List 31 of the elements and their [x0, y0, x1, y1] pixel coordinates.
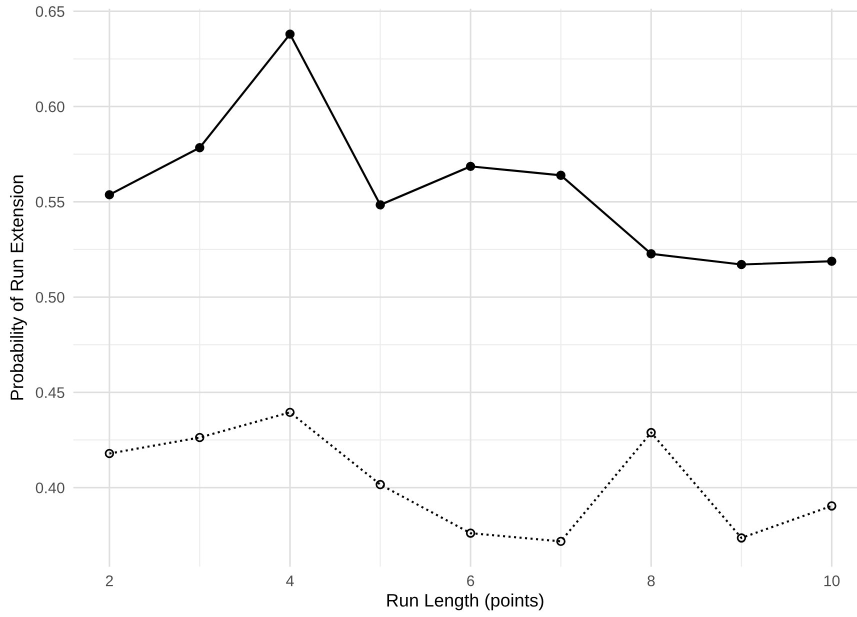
x-tick-label: 2	[106, 575, 113, 586]
point	[376, 200, 385, 210]
point	[285, 408, 295, 418]
y-axis-title: Probability of Run Extension	[10, 176, 27, 400]
point	[104, 190, 114, 200]
point	[827, 256, 836, 266]
point	[466, 528, 476, 538]
point	[466, 162, 476, 172]
point	[104, 448, 114, 458]
x-tick-label: 8	[648, 575, 655, 586]
point	[195, 143, 204, 152]
x-tick-label: 6	[467, 575, 474, 586]
point	[376, 480, 385, 490]
point	[736, 260, 746, 270]
point	[195, 432, 204, 442]
y-tick-label: 0.50	[36, 292, 64, 303]
x-tick-label: 4	[286, 576, 294, 586]
y-tick-label: 0.45	[36, 387, 64, 398]
y-tick-label: 0.60	[36, 101, 64, 112]
point	[827, 501, 836, 511]
point	[736, 533, 746, 543]
y-tick-label: 0.40	[36, 482, 64, 494]
point	[646, 249, 656, 258]
point	[556, 170, 566, 180]
x-axis-title: Run Length (points)	[387, 593, 544, 610]
x-tick-label: 10	[824, 575, 840, 586]
point	[646, 428, 656, 438]
point	[285, 29, 295, 39]
y-tick-label: 0.65	[36, 6, 64, 17]
y-tick-label: 0.55	[36, 196, 64, 208]
point	[556, 536, 566, 546]
